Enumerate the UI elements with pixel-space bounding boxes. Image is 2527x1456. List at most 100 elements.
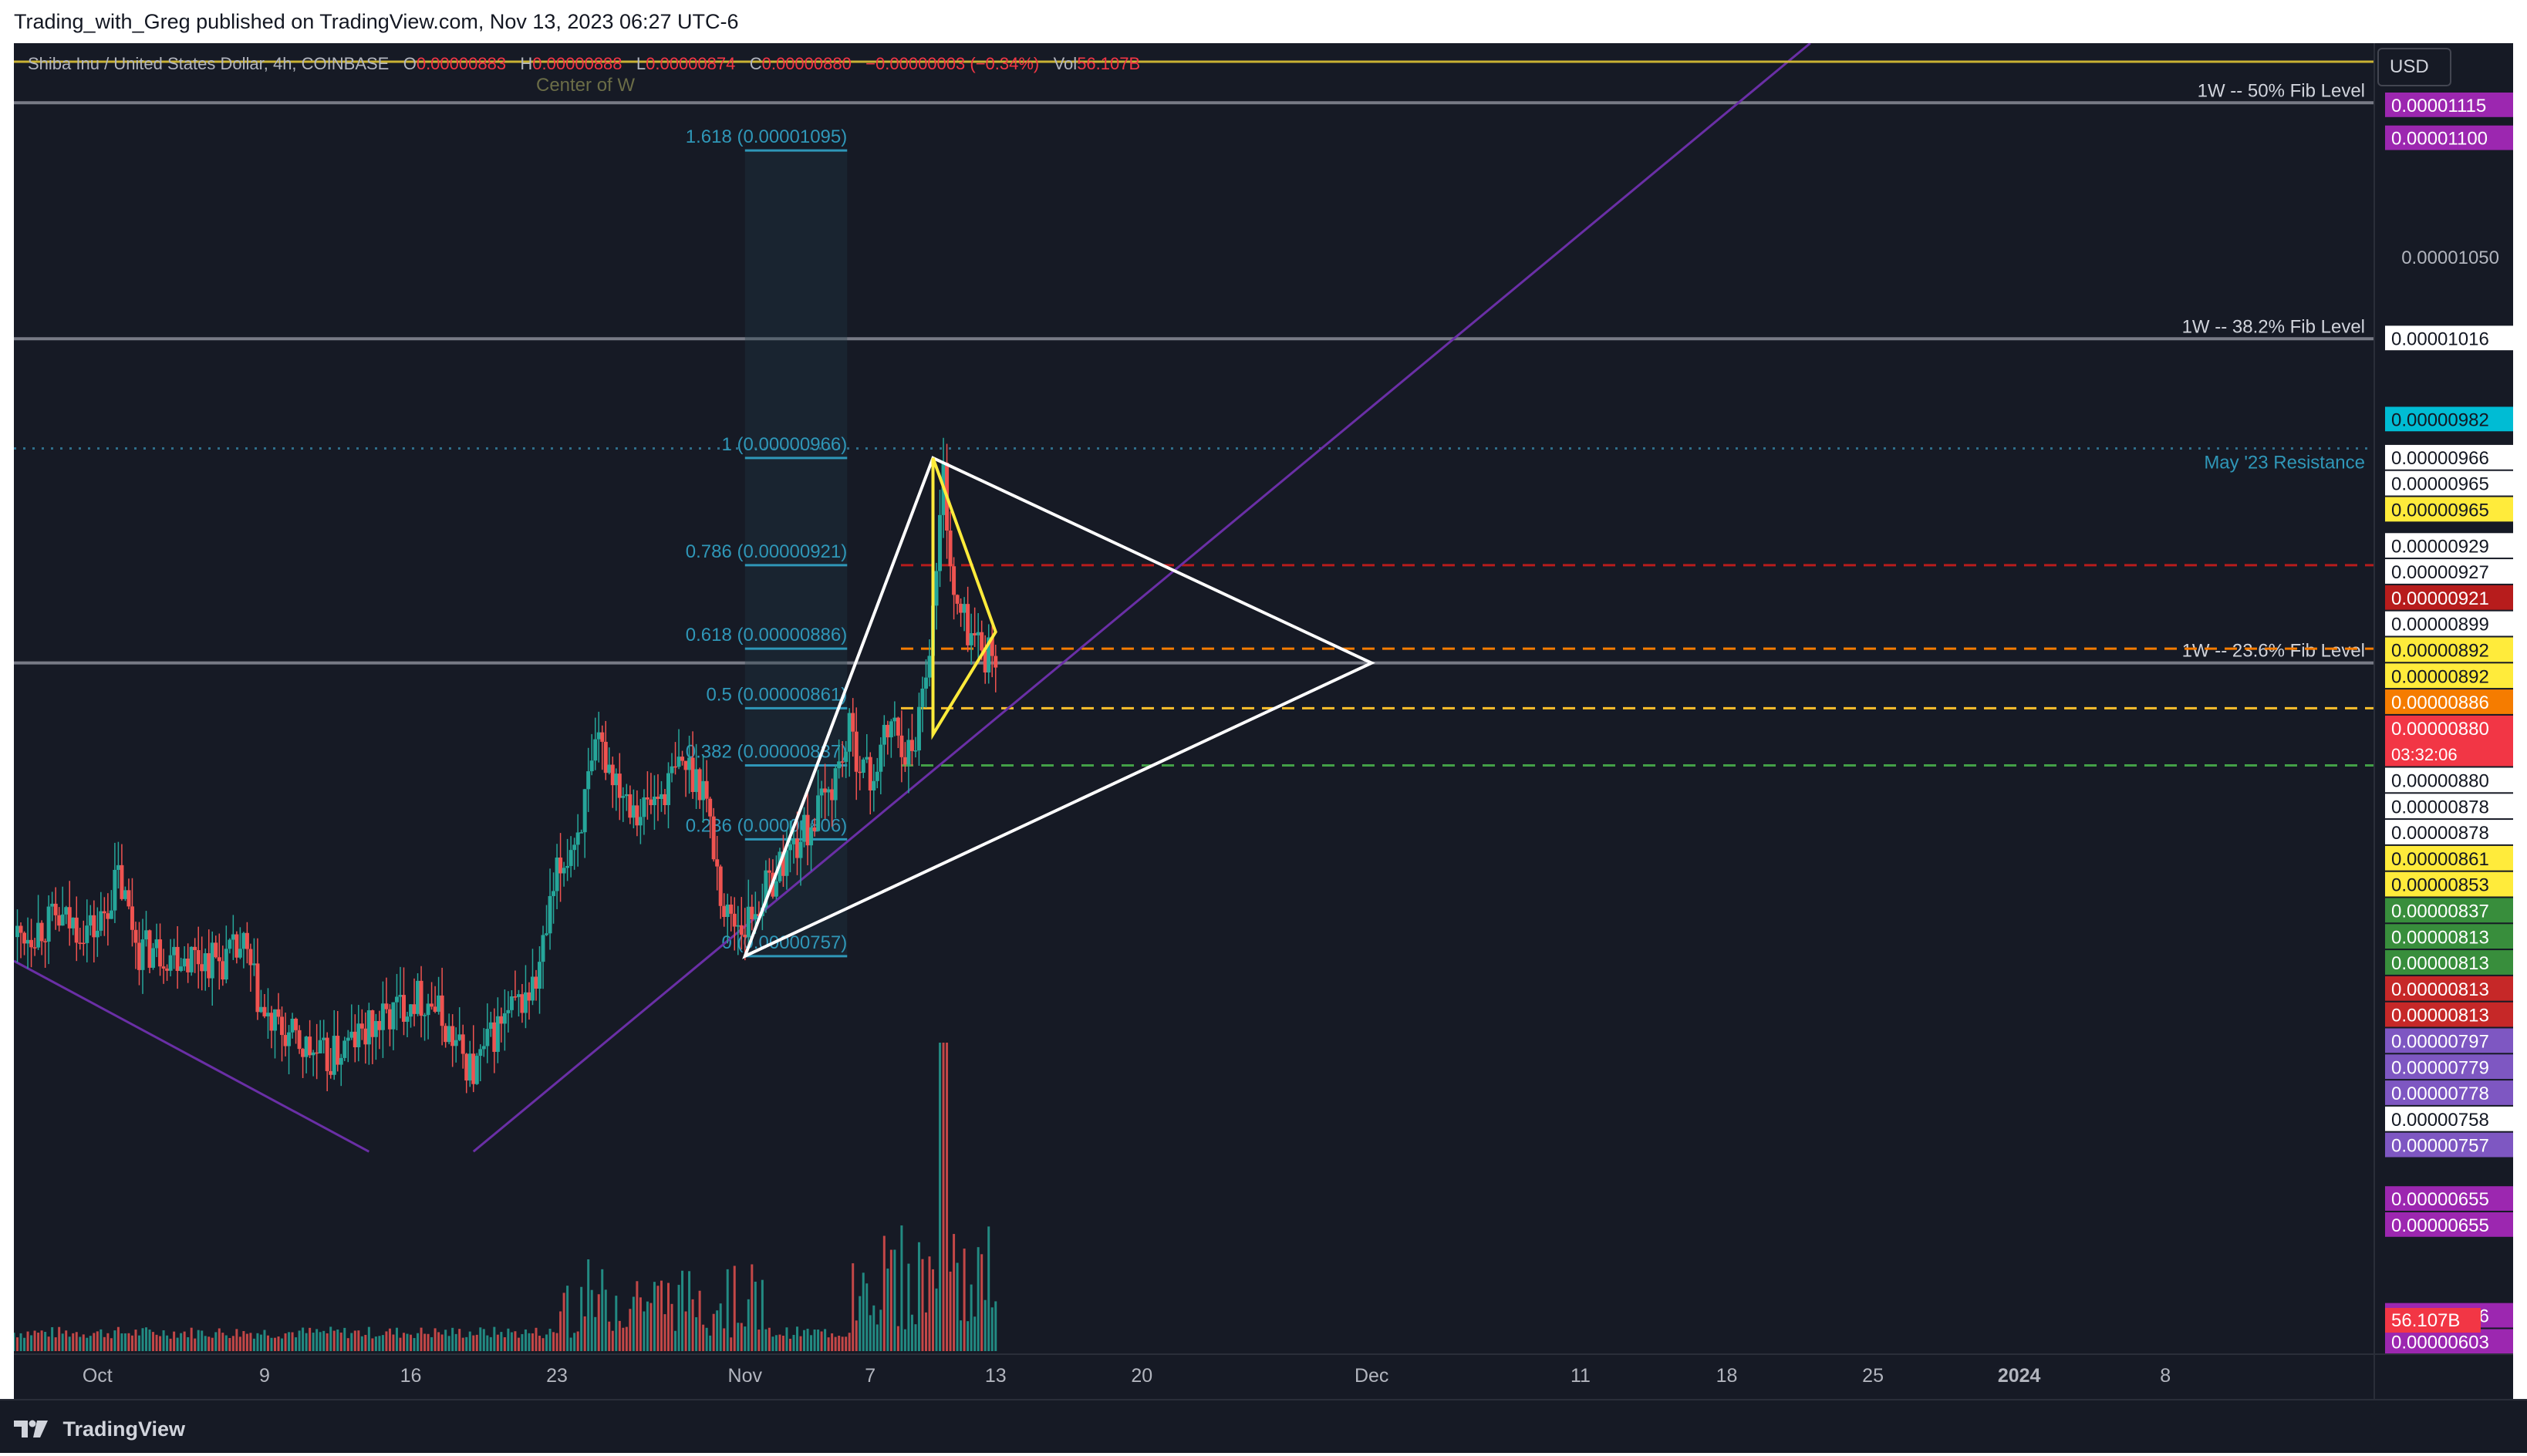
volume-bar [674,1330,677,1351]
volume-bar [238,1336,241,1351]
candle-body [676,757,681,767]
price-countdown: 03:32:06 [2391,745,2458,764]
candle-body [373,1020,378,1037]
candle-body [224,949,228,980]
volume-bar [774,1335,778,1351]
volume-bar [924,1312,927,1351]
volume-bar [65,1330,68,1351]
volume-bar [180,1333,183,1351]
candle-body [973,633,977,635]
volume-bar [374,1336,377,1351]
candle-body [433,1006,437,1012]
candle-body [548,895,552,934]
footer-brand: TradingView [62,1417,186,1441]
candle-body [380,1003,385,1030]
volume-bar [726,1269,729,1351]
volume-bar [75,1332,78,1351]
candle-body [447,1026,451,1043]
candle-body [596,732,601,740]
candle-body [499,1016,504,1024]
candle-body [130,906,134,930]
candle-body [902,757,907,765]
volume-bar [410,1334,413,1351]
price-scale-badge [2385,715,2513,767]
volume-bar [932,1269,935,1351]
volume-bar [573,1333,576,1351]
volume-bar [517,1337,520,1351]
candle-body [437,995,441,1012]
price-scale-badge-label: 0.00000892 [2391,640,2489,661]
candle-body [631,805,636,818]
volume-bar [569,1337,572,1351]
price-scale-badge [2385,497,2513,522]
volume-bar [824,1329,827,1351]
candle-body [161,966,166,969]
candle-body [315,1052,319,1054]
volume-bar [580,1286,583,1351]
candle-body [909,740,914,751]
legend-low-value: 0.00000874 [646,54,736,73]
candle-body [506,1009,511,1013]
candle-body [444,1026,448,1043]
x-tick-label: 11 [1571,1365,1591,1387]
candle-body [416,980,420,1014]
candle-body [238,949,242,958]
volume-bar [270,1337,273,1351]
volume-bar [371,1338,374,1351]
price-scale-badge [2385,444,2513,470]
legend-high-value: 0.00000888 [532,54,622,73]
volume-bar [169,1338,172,1351]
volume-bar [440,1334,444,1351]
candle-body [81,942,86,945]
volume-bar [841,1336,844,1351]
candle-body [520,994,525,1013]
candle-body [934,571,939,606]
chart-canvas[interactable]: 1W -- 50% Fib Level 1W -- 38.2% Fib Level… [14,43,2513,1399]
candle-body [405,1016,410,1022]
volume-bar [145,1327,148,1351]
price-scale-badge [2385,663,2513,689]
x-tick-label: 18 [1716,1365,1738,1387]
volume-bar [845,1336,848,1351]
volume-bar [757,1330,761,1351]
volume-bar [72,1333,75,1351]
chart-area[interactable]: 1W -- 50% Fib Level 1W -- 38.2% Fib Level… [14,43,2513,1399]
legend-change: −0.00000003 (−0.34%) [865,54,1040,73]
price-scale-badge [2385,767,2513,793]
volume-bar [590,1289,593,1351]
candle-body [802,814,807,842]
volume-bar [134,1330,137,1351]
candle-body [255,963,260,1013]
fib-level-label: 0.618 (0.00000886) [686,625,848,645]
currency-button[interactable]: USD [2377,48,2451,86]
purple-trendline [472,43,1811,1153]
volume-bar [23,1337,26,1351]
volume-bar [838,1335,841,1351]
volume-bar [737,1323,740,1351]
candle-body [690,757,695,792]
x-tick-label: 7 [865,1365,876,1387]
volume-bar [343,1327,346,1351]
volume-bar [329,1326,332,1351]
price-scale-badge-label: 0.00000655 [2391,1215,2489,1236]
volume-bar [521,1333,524,1351]
volume-bar [862,1272,865,1351]
volume-bar [166,1335,169,1351]
volume-bar [663,1314,666,1351]
volume-bar [597,1294,600,1351]
candle-body [304,1036,309,1057]
volume-bar [472,1335,475,1351]
price-scale-badge-label: 0.00000757 [2391,1136,2489,1157]
volume-scale-label: 56.107B [2391,1310,2460,1331]
price-scale-badge [2385,1054,2513,1080]
candle-body [739,925,744,935]
volume-bar [552,1332,555,1351]
candle-body [645,797,649,800]
volume-bar [754,1281,757,1351]
volume-bar [886,1268,889,1351]
volume-bar [542,1338,545,1351]
price-scale-badge [2385,976,2513,1001]
volume-bar [939,1043,942,1351]
volume-bar [559,1311,562,1351]
candle-body [398,995,403,997]
